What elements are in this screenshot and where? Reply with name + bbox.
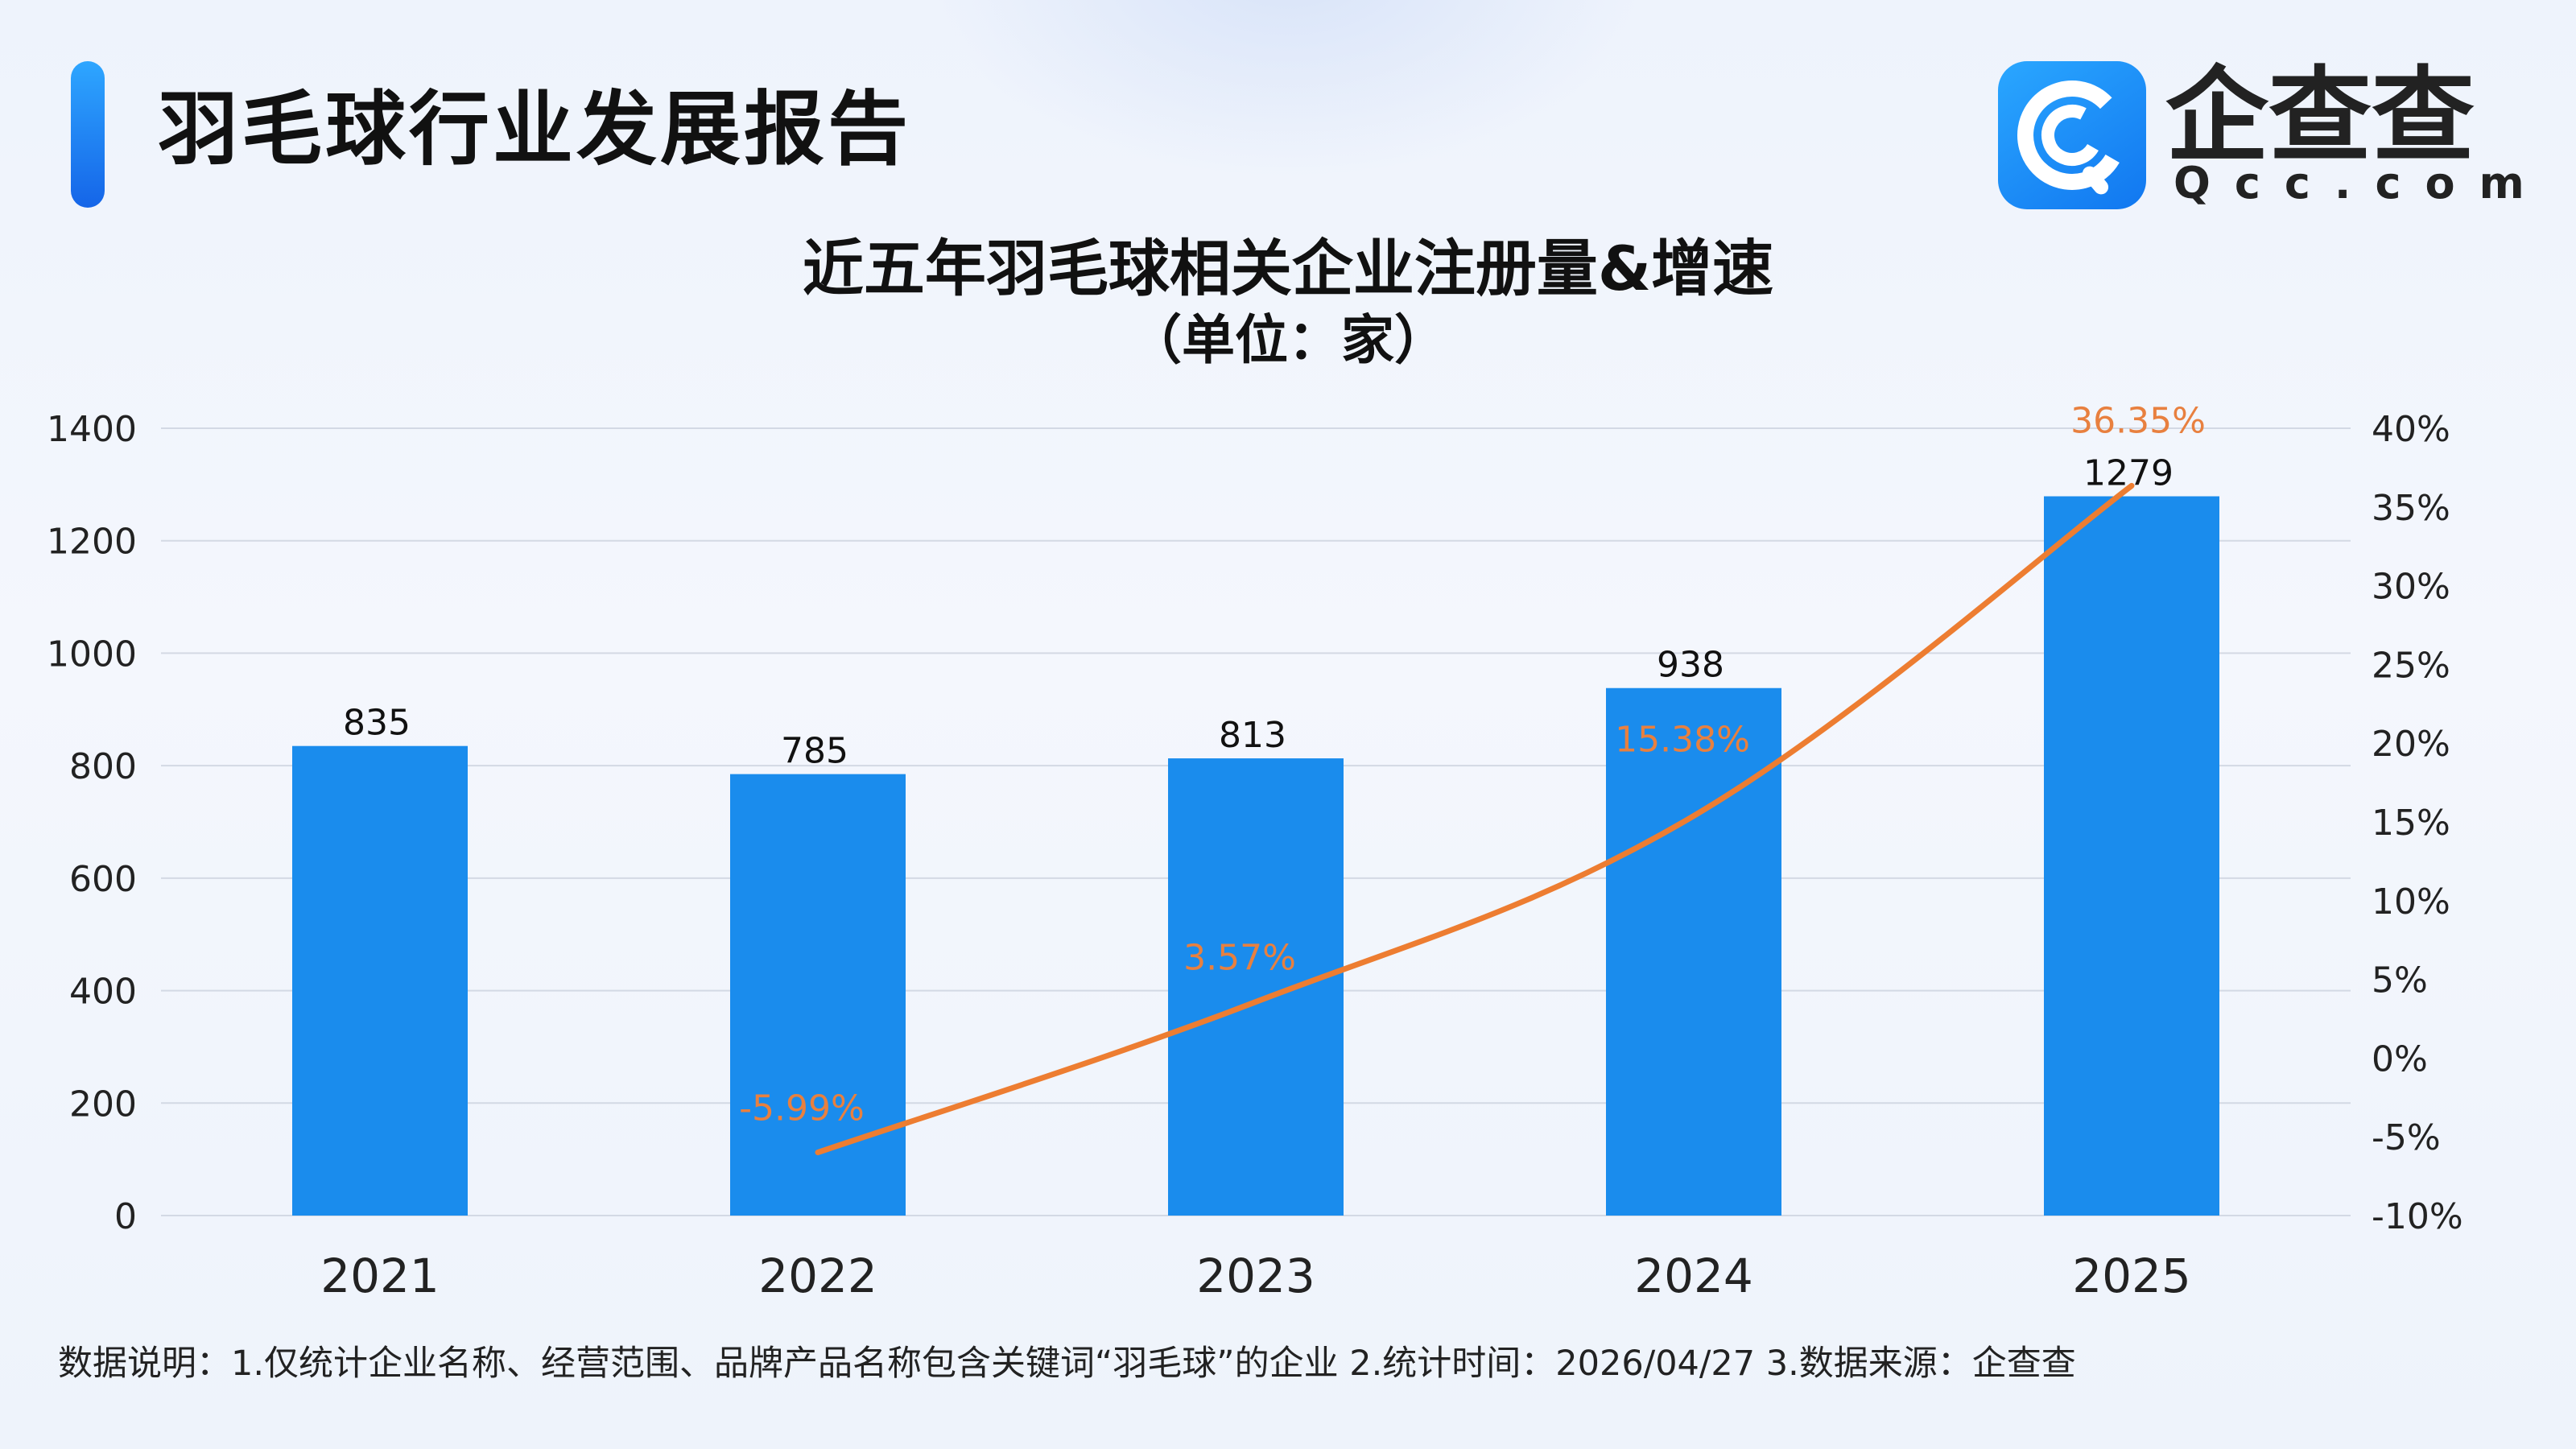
chart-title: 近五年羽毛球相关企业注册量&增速	[802, 233, 1774, 304]
qcc-logo-mark-icon	[2017, 80, 2127, 195]
bar	[730, 774, 906, 1216]
rate-data-label: 3.57%	[1183, 938, 1296, 979]
bar	[292, 745, 468, 1216]
y-right-tick-label: 30%	[2372, 567, 2450, 608]
rate-data-label: 15.38%	[1615, 720, 1750, 761]
y-left-tick-label: 600	[69, 859, 137, 900]
rate-data-label: -5.99%	[739, 1088, 865, 1129]
x-tick-label: 2023	[1196, 1249, 1315, 1303]
y-right-tick-label: -5%	[2372, 1117, 2441, 1158]
x-tick-label: 2022	[758, 1249, 877, 1303]
y-right-tick-label: 35%	[2372, 488, 2450, 529]
y-left-tick-label: 0	[114, 1196, 137, 1237]
y-right-tick-label: -10%	[2372, 1196, 2463, 1237]
y-left-tick-label: 800	[69, 746, 137, 787]
chart-subtitle: （单位：家）	[1129, 309, 1447, 371]
bar-data-label: 938	[1657, 645, 1724, 686]
y-right-tick-label: 10%	[2372, 881, 2450, 923]
y-left-tick-label: 1400	[47, 409, 137, 450]
y-right-tick-label: 40%	[2372, 409, 2450, 450]
bar-data-label: 813	[1219, 715, 1286, 756]
bar	[1606, 687, 1781, 1216]
y-right-tick-label: 0%	[2372, 1038, 2428, 1080]
bar	[2044, 496, 2219, 1216]
x-tick-label: 2025	[2072, 1249, 2191, 1303]
x-tick-label: 2024	[1634, 1249, 1753, 1303]
bar-data-label: 785	[781, 731, 848, 772]
data-footnote: 数据说明：1.仅统计企业名称、经营范围、品牌产品名称包含关键词“羽毛球”的企业 …	[58, 1344, 2076, 1384]
y-right-tick-label: 5%	[2372, 960, 2428, 1001]
logo-wordmark: 企查查	[2165, 56, 2475, 176]
x-tick-label: 2021	[320, 1249, 440, 1303]
y-right-tick-label: 20%	[2372, 724, 2450, 765]
y-left-tick-label: 1000	[47, 634, 137, 675]
y-left-tick-label: 1200	[47, 522, 137, 563]
y-left-tick-label: 200	[69, 1084, 137, 1125]
title-accent-bar	[71, 61, 105, 208]
report-title: 羽毛球行业发展报告	[158, 82, 911, 176]
y-left-tick-label: 400	[69, 972, 137, 1013]
y-right-tick-label: 15%	[2372, 803, 2450, 844]
bar	[1168, 758, 1344, 1216]
growth-rate-line	[815, 482, 2135, 1156]
qcc-logo-icon	[1998, 61, 2146, 209]
y-right-tick-label: 25%	[2372, 645, 2450, 686]
bar-data-label: 835	[343, 703, 411, 744]
logo-domain: Qcc.com	[2174, 158, 2549, 208]
rate-data-label: 36.35%	[2070, 400, 2206, 441]
